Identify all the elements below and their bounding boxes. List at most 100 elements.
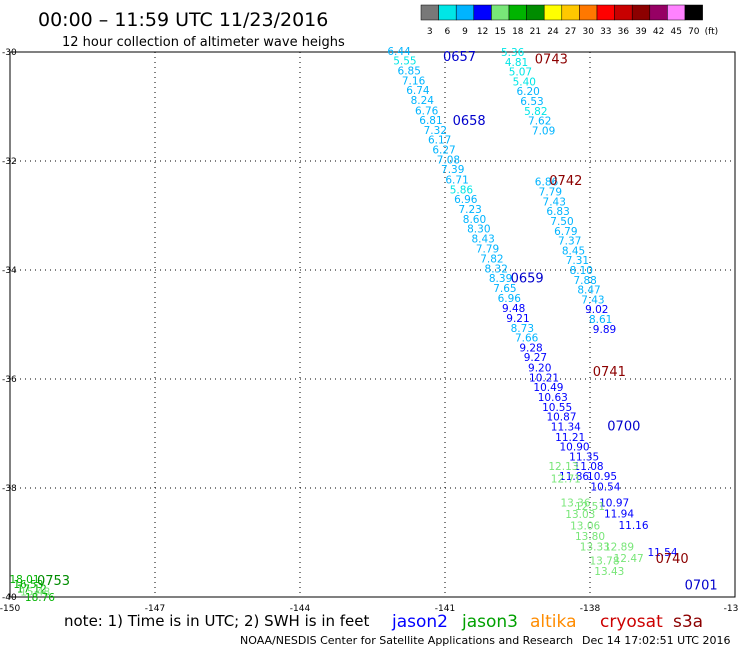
- swh-value: 7.66: [515, 333, 539, 345]
- color-swatch: [473, 4, 492, 21]
- swh-value: 7.79: [539, 187, 562, 199]
- swh-value: 7.88: [573, 275, 596, 287]
- color-swatch: [420, 4, 439, 21]
- color-swatch: [438, 4, 457, 21]
- color-swatch: [491, 4, 510, 21]
- swh-value: 5.82: [524, 106, 547, 118]
- x-tick-label: -141: [435, 604, 455, 614]
- y-tick-label: -38: [2, 484, 17, 494]
- color-scale-label: 3: [427, 27, 433, 37]
- swh-value: 6.81: [419, 115, 442, 127]
- pass-time-label: 0659: [511, 272, 544, 287]
- color-swatch: [455, 4, 475, 21]
- pass-time-label: 0743: [535, 53, 568, 68]
- x-tick-label: -147: [145, 604, 165, 614]
- swh-value: 10.87: [546, 412, 576, 424]
- swh-value: 7.43: [543, 196, 566, 208]
- color-scale-label: 24: [547, 27, 559, 37]
- swh-value: 6.27: [432, 145, 455, 157]
- swh-value: 10.54: [590, 481, 620, 493]
- swh-value: 8.10: [570, 265, 593, 277]
- swh-value: 8.61: [589, 314, 612, 326]
- swh-value: 9.02: [585, 304, 608, 316]
- swh-value: 6.44: [387, 46, 411, 58]
- legend-s3a: s3a: [673, 612, 703, 632]
- y-tick-label: -40: [2, 593, 17, 603]
- x-tick-label: -138: [580, 604, 601, 614]
- color-scale-label: 15: [494, 27, 505, 37]
- pass-time-label: 0741: [593, 365, 626, 380]
- swh-value: 11.16: [618, 520, 648, 532]
- swh-value: 9.27: [524, 352, 547, 364]
- swh-value: 7.50: [550, 216, 573, 228]
- swh-value: 11.35: [569, 451, 599, 463]
- swh-value: 13.78: [589, 555, 619, 567]
- swh-value: 4.81: [505, 57, 528, 69]
- pass-time-label: 0658: [453, 114, 486, 129]
- satellite-legend: jason2 jason3 altika cryosat s3a: [391, 612, 703, 632]
- color-scale-label: 45: [670, 27, 681, 37]
- y-tick-label: -34: [2, 266, 17, 276]
- grid-lines: [10, 52, 735, 597]
- axis-ticks: -30 -32 -34 -36 -38 -40-150 -147 -144 -141 -138 -1…: [0, 48, 738, 614]
- swh-value: 18.01: [9, 574, 39, 586]
- color-scale-label: (ft): [705, 27, 719, 37]
- swh-value: 13.03: [565, 509, 595, 521]
- swh-value: 11.94: [604, 509, 634, 521]
- color-swatch: [579, 4, 598, 21]
- swh-value: 8.32: [485, 263, 508, 275]
- swh-value: 12.13: [548, 461, 578, 473]
- swh-value: 13.80: [575, 531, 605, 543]
- color-scale: 3 6 9 12 15 18 21 24 27 30 33 36 39 42 45 70 (ft): [420, 4, 719, 37]
- swh-value: 11.08: [574, 461, 604, 473]
- y-tick-label: -32: [2, 157, 17, 167]
- swh-value: 7.65: [493, 283, 516, 295]
- color-scale-label: 21: [530, 27, 541, 37]
- swh-value: 12.71: [551, 474, 581, 486]
- swh-value: 6.20: [516, 86, 539, 98]
- time-labels: 0657 0743 0658 0742 0659 0741 0700 0740 0701 0753: [37, 50, 718, 594]
- swh-value: 8.73: [511, 323, 534, 335]
- swh-value: 6.79: [554, 226, 577, 238]
- color-scale-label: 30: [582, 27, 594, 37]
- swh-value: 7.43: [581, 294, 604, 306]
- swh-value: 16.53: [13, 579, 43, 591]
- color-swatch: [526, 4, 545, 21]
- color-swatch: [596, 4, 615, 21]
- color-scale-label: 36: [618, 27, 630, 37]
- swh-value: 7.62: [528, 116, 551, 128]
- color-scale-label: 27: [565, 27, 576, 37]
- swh-value: 12.47: [614, 553, 644, 565]
- color-swatch: [631, 4, 651, 21]
- pass-time-label: 0700: [607, 419, 640, 434]
- swh-value: 9.89: [593, 324, 616, 336]
- swh-value: 8.30: [467, 224, 490, 236]
- chart-title: 00:00 – 11:59 UTC 11/23/2016: [38, 9, 328, 31]
- swh-value: 6.86: [535, 177, 559, 189]
- swh-value: 5.40: [513, 76, 536, 88]
- swh-value: 7.32: [424, 125, 447, 137]
- color-swatch: [614, 4, 633, 21]
- swh-value: 12.51: [575, 501, 605, 513]
- color-swatch: [684, 4, 703, 21]
- swh-value: 10.55: [542, 402, 572, 414]
- swh-value: 6.74: [406, 85, 430, 97]
- swh-value: 10.49: [533, 382, 563, 394]
- color-swatch: [667, 4, 686, 21]
- legend-jason2: jason2: [391, 612, 448, 632]
- color-scale-label: 70: [688, 27, 700, 37]
- swh-value: 8.45: [562, 245, 585, 257]
- swh-value: 5.07: [509, 67, 532, 79]
- color-scale-label: 33: [600, 27, 611, 37]
- swh-value: 9.20: [528, 363, 551, 375]
- footer-timestamp: Dec 14 17:02:51 UTC 2016: [582, 634, 730, 647]
- swh-value: 11.34: [551, 421, 581, 433]
- color-swatch: [649, 4, 668, 21]
- swh-value: 6.96: [498, 293, 522, 305]
- color-swatch: [543, 4, 563, 21]
- swh-value: 7.16: [402, 75, 426, 87]
- data-points: 6.445.556.857.166.748.246.766.817.326.17…: [9, 46, 677, 604]
- swh-value: 5.86: [450, 184, 474, 196]
